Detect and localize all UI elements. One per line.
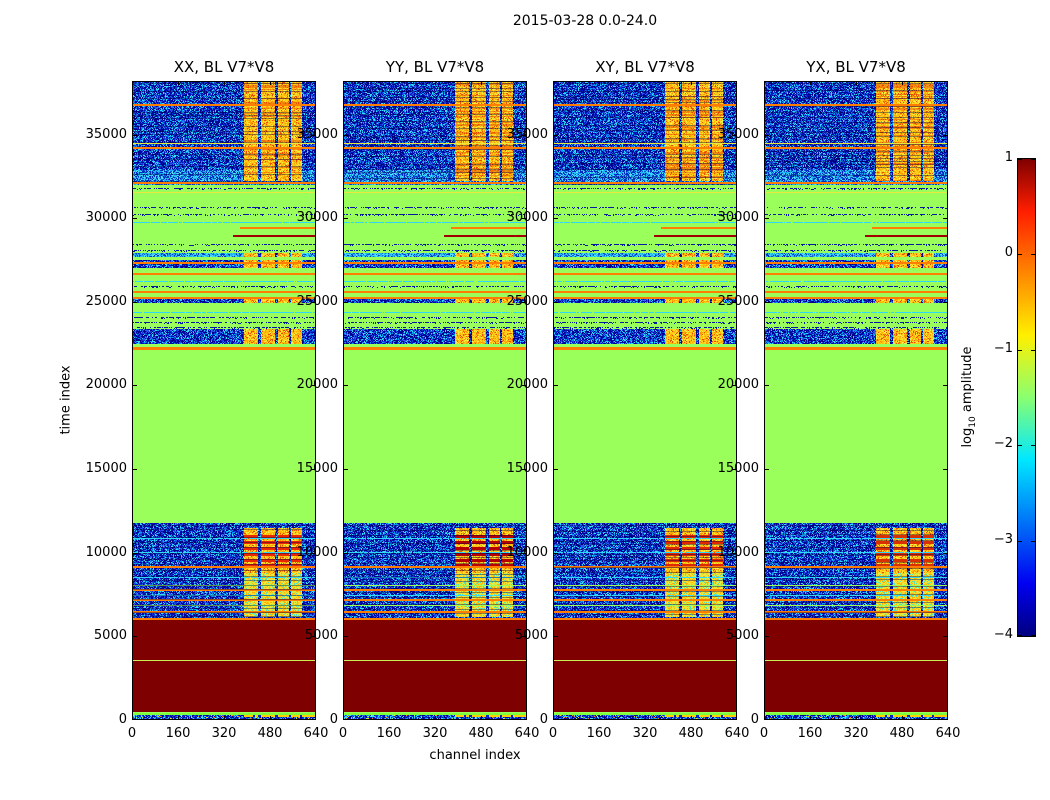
panel-title-yx: YX, BL V7*V8: [806, 58, 906, 76]
colorbar-label-post: amplitude: [960, 346, 976, 417]
heatmap-canvas-xx: [132, 81, 316, 720]
y-tick-label: 25000: [85, 294, 127, 309]
colorbar-label-pre: log: [960, 427, 976, 448]
heatmap-canvas-xy: [553, 81, 737, 720]
colorbar-tick: [1018, 635, 1022, 636]
colorbar-tick-label: −2: [993, 436, 1013, 451]
colorbar-tick: [1031, 445, 1035, 446]
x-tick-label: 640: [303, 726, 329, 741]
figure-title: 2015-03-28 0.0-24.0: [512, 13, 658, 29]
y-tick-label: 5000: [514, 628, 548, 643]
y-tick-label: 10000: [296, 545, 338, 560]
x-tick-label: 480: [678, 726, 704, 741]
y-tick-label: 10000: [717, 545, 759, 560]
x-tick-label: 640: [514, 726, 540, 741]
y-tick-label: 30000: [717, 210, 759, 225]
colorbar-tick: [1031, 254, 1035, 255]
y-tick-label: 35000: [717, 127, 759, 142]
y-tick-label: 25000: [506, 294, 548, 309]
x-axis-label: channel index: [429, 748, 521, 763]
x-tick-label: 160: [165, 726, 191, 741]
colorbar-label-sub: 10: [967, 416, 978, 428]
colorbar-tick: [1031, 541, 1035, 542]
panel-title-yy: YY, BL V7*V8: [385, 58, 485, 76]
y-tick-label: 20000: [296, 377, 338, 392]
x-tick-label: 160: [586, 726, 612, 741]
x-tick-label: 640: [935, 726, 961, 741]
y-tick-label: 35000: [85, 127, 127, 142]
y-tick-label: 5000: [725, 628, 759, 643]
x-tick-label: 320: [632, 726, 658, 741]
x-tick-label: 160: [376, 726, 402, 741]
colorbar-tick: [1031, 635, 1035, 636]
y-tick-label: 35000: [506, 127, 548, 142]
colorbar-tick-label: −3: [993, 532, 1013, 547]
y-tick-label: 15000: [506, 461, 548, 476]
colorbar: [1017, 158, 1036, 637]
y-tick-label: 25000: [717, 294, 759, 309]
x-tick-label: 320: [843, 726, 869, 741]
y-tick-label: 30000: [85, 210, 127, 225]
y-tick-label: 20000: [506, 377, 548, 392]
y-tick-label: 30000: [506, 210, 548, 225]
y-tick-label: 5000: [93, 628, 127, 643]
colorbar-tick: [1018, 350, 1022, 351]
y-tick-label: 25000: [296, 294, 338, 309]
colorbar-label: log10 amplitude: [960, 346, 978, 447]
x-tick-label: 480: [468, 726, 494, 741]
y-tick-label: 0: [750, 712, 759, 727]
colorbar-tick: [1018, 159, 1022, 160]
y-tick-label: 5000: [304, 628, 338, 643]
panel-title-xy: XY, BL V7*V8: [595, 58, 695, 76]
colorbar-tick: [1018, 541, 1022, 542]
colorbar-tick: [1018, 445, 1022, 446]
y-tick-label: 15000: [717, 461, 759, 476]
colorbar-tick-label: −1: [993, 341, 1013, 356]
heatmap-canvas-yx: [764, 81, 948, 720]
colorbar-tick: [1031, 350, 1035, 351]
x-tick-label: 320: [211, 726, 237, 741]
y-tick-label: 30000: [296, 210, 338, 225]
colorbar-tick-label: 0: [1004, 245, 1013, 260]
y-tick-label: 20000: [85, 377, 127, 392]
x-tick-label: 0: [759, 726, 769, 741]
colorbar-tick-label: −4: [993, 627, 1013, 642]
x-tick-label: 160: [797, 726, 823, 741]
colorbar-tick: [1018, 254, 1022, 255]
y-tick-label: 35000: [296, 127, 338, 142]
x-tick-label: 640: [724, 726, 750, 741]
colorbar-tick: [1031, 159, 1035, 160]
colorbar-tick-label: 1: [1004, 150, 1013, 165]
y-tick-label: 15000: [85, 461, 127, 476]
y-tick-label: 15000: [296, 461, 338, 476]
y-tick-label: 20000: [717, 377, 759, 392]
y-tick-label: 10000: [506, 545, 548, 560]
y-tick-label: 0: [329, 712, 338, 727]
y-axis-label: time index: [58, 365, 74, 435]
x-tick-label: 0: [127, 726, 137, 741]
x-tick-label: 0: [338, 726, 348, 741]
x-tick-label: 0: [548, 726, 558, 741]
panel-title-xx: XX, BL V7*V8: [173, 58, 275, 76]
x-tick-label: 320: [422, 726, 448, 741]
heatmap-canvas-yy: [343, 81, 527, 720]
x-tick-label: 480: [257, 726, 283, 741]
y-tick-label: 0: [539, 712, 548, 727]
y-tick-label: 10000: [85, 545, 127, 560]
y-tick-label: 0: [118, 712, 127, 727]
x-tick-label: 480: [889, 726, 915, 741]
